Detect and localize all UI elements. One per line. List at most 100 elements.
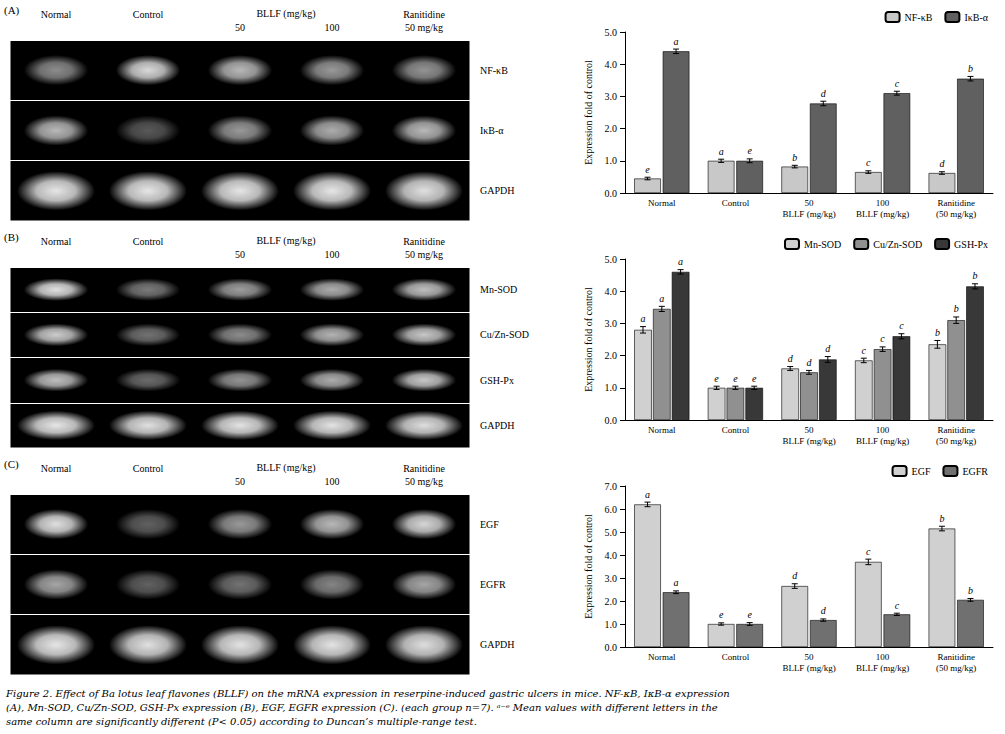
svg-text:50: 50: [805, 652, 815, 662]
svg-text:Ranitidine: Ranitidine: [937, 425, 975, 435]
svg-text:BLLF (mg/kg): BLLF (mg/kg): [782, 663, 835, 673]
svg-text:0.0: 0.0: [605, 415, 618, 426]
svg-text:100: 100: [325, 249, 340, 260]
svg-text:b: b: [935, 327, 940, 338]
svg-text:a: a: [674, 36, 679, 47]
svg-text:b: b: [939, 513, 944, 524]
svg-text:Ranitidine: Ranitidine: [403, 9, 445, 20]
svg-text:EGFR: EGFR: [480, 579, 506, 590]
svg-text:6.0: 6.0: [605, 504, 618, 515]
svg-text:Expression fold of control: Expression fold of control: [583, 514, 594, 619]
svg-text:50: 50: [235, 249, 245, 260]
svg-text:b: b: [968, 63, 973, 74]
svg-text:BLLF (mg/kg): BLLF (mg/kg): [256, 8, 315, 20]
svg-text:d: d: [788, 353, 794, 364]
svg-text:Normal: Normal: [648, 652, 676, 662]
svg-text:Cu/Zn-SOD: Cu/Zn-SOD: [480, 329, 529, 340]
svg-text:50: 50: [805, 425, 815, 435]
svg-text:EGFR: EGFR: [962, 466, 988, 477]
svg-text:BLLF (mg/kg): BLLF (mg/kg): [256, 235, 315, 247]
svg-text:d: d: [821, 605, 827, 616]
svg-text:Normal: Normal: [41, 236, 72, 247]
svg-text:c: c: [866, 157, 871, 168]
svg-text:e: e: [752, 373, 757, 384]
svg-text:50: 50: [235, 476, 245, 487]
svg-text:b: b: [792, 152, 797, 163]
svg-text:d: d: [821, 88, 827, 99]
svg-text:d: d: [939, 158, 945, 169]
svg-text:1.0: 1.0: [605, 619, 618, 630]
svg-text:BLLF (mg/kg): BLLF (mg/kg): [782, 436, 835, 446]
svg-text:5.0: 5.0: [605, 527, 618, 538]
svg-text:GSH-Px: GSH-Px: [954, 239, 988, 250]
svg-text:a: a: [645, 489, 650, 500]
svg-text:3.0: 3.0: [605, 91, 618, 102]
svg-text:Control: Control: [133, 236, 164, 247]
svg-text:50: 50: [805, 198, 815, 208]
svg-text:Expression fold of control: Expression fold of control: [583, 60, 594, 165]
svg-text:e: e: [733, 373, 738, 384]
svg-text:Normal: Normal: [41, 9, 72, 20]
svg-text:50 mg/kg: 50 mg/kg: [405, 22, 443, 33]
svg-text:7.0: 7.0: [605, 481, 618, 492]
svg-text:1.0: 1.0: [605, 382, 618, 393]
svg-text:3.0: 3.0: [605, 318, 618, 329]
svg-text:Cu/Zn-SOD: Cu/Zn-SOD: [873, 239, 922, 250]
svg-text:Ranitidine: Ranitidine: [937, 652, 975, 662]
svg-text:NF-κB: NF-κB: [905, 12, 933, 23]
svg-text:3.0: 3.0: [605, 573, 618, 584]
svg-text:Control: Control: [133, 9, 164, 20]
svg-text:c: c: [866, 546, 871, 557]
svg-text:Ranitidine: Ranitidine: [937, 198, 975, 208]
svg-text:a: a: [678, 256, 683, 267]
svg-text:2.0: 2.0: [605, 123, 618, 134]
svg-text:(50 mg/kg): (50 mg/kg): [936, 209, 976, 219]
svg-text:2.0: 2.0: [605, 350, 618, 361]
svg-text:c: c: [880, 333, 885, 344]
svg-text:5.0: 5.0: [605, 254, 618, 265]
svg-text:0.0: 0.0: [605, 642, 618, 653]
svg-text:100: 100: [325, 476, 340, 487]
svg-text:GAPDH: GAPDH: [480, 420, 514, 431]
svg-text:(50 mg/kg): (50 mg/kg): [936, 436, 976, 446]
svg-text:c: c: [895, 600, 900, 611]
svg-text:50 mg/kg: 50 mg/kg: [405, 476, 443, 487]
svg-text:4.0: 4.0: [605, 59, 618, 70]
svg-text:c: c: [899, 320, 904, 331]
svg-text:EGF: EGF: [912, 466, 931, 477]
svg-text:Mn-SOD: Mn-SOD: [804, 239, 841, 250]
svg-text:e: e: [714, 373, 719, 384]
svg-text:IκB-α: IκB-α: [480, 125, 504, 136]
svg-text:same column are significantly: same column are significantly different …: [6, 716, 477, 727]
svg-text:BLLF (mg/kg): BLLF (mg/kg): [856, 209, 909, 219]
svg-text:Figure 2. Effect of Ba lotus l: Figure 2. Effect of Ba lotus leaf flavon…: [5, 688, 730, 699]
svg-text:Normal: Normal: [648, 198, 676, 208]
svg-text:4.0: 4.0: [605, 286, 618, 297]
svg-text:a: a: [719, 146, 724, 157]
svg-text:100: 100: [876, 198, 890, 208]
svg-text:Ranitidine: Ranitidine: [403, 463, 445, 474]
svg-text:(A): (A): [4, 4, 20, 17]
svg-text:Control: Control: [722, 425, 750, 435]
svg-text:b: b: [973, 270, 978, 281]
svg-text:GSH-Px: GSH-Px: [480, 375, 514, 386]
svg-text:4.0: 4.0: [605, 550, 618, 561]
svg-text:d: d: [825, 343, 831, 354]
svg-text:BLLF (mg/kg): BLLF (mg/kg): [782, 209, 835, 219]
svg-text:(B): (B): [4, 231, 19, 244]
svg-text:100: 100: [876, 652, 890, 662]
svg-text:0.0: 0.0: [605, 188, 618, 199]
svg-text:2.0: 2.0: [605, 596, 618, 607]
svg-text:c: c: [862, 345, 867, 356]
svg-text:IκB-α: IκB-α: [964, 12, 988, 23]
svg-text:(C): (C): [4, 458, 19, 471]
svg-text:e: e: [747, 609, 752, 620]
svg-text:e: e: [747, 145, 752, 156]
svg-text:(50 mg/kg): (50 mg/kg): [936, 663, 976, 673]
svg-text:d: d: [807, 357, 813, 368]
svg-text:e: e: [645, 164, 650, 175]
svg-text:50 mg/kg: 50 mg/kg: [405, 249, 443, 260]
svg-text:100: 100: [876, 425, 890, 435]
svg-text:Expression fold of control: Expression fold of control: [583, 287, 594, 392]
svg-text:Normal: Normal: [41, 463, 72, 474]
